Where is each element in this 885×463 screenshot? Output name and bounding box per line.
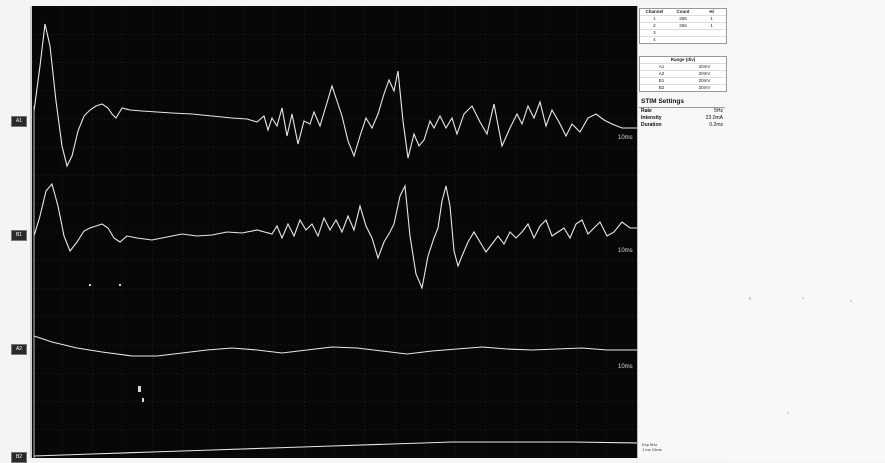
footer-line-2: 1 ms 10ms (642, 447, 662, 452)
table-row[interactable]: 3 (640, 30, 726, 37)
table-cell: 20mV (698, 85, 711, 90)
stim-key: Rate (641, 108, 652, 114)
range-table-header: Range (div) (640, 57, 726, 64)
table-row[interactable]: A1 20mV (640, 64, 726, 71)
trace-channel-1 (33, 23, 637, 168)
waveform-svg: 10ms 10ms 10ms (32, 6, 637, 458)
stim-key: Duration (641, 122, 662, 128)
trace-channel-2 (33, 182, 637, 290)
stim-row-duration[interactable]: Duration 0.2ms (639, 122, 725, 129)
grid (32, 6, 637, 458)
channel-table-header: Channel Count Hi (640, 9, 726, 16)
table-cell: A2 (658, 71, 665, 76)
scan-speck (850, 300, 852, 302)
channel-tag-a1[interactable]: A1 (11, 116, 27, 127)
table-cell (697, 37, 726, 43)
table-cell: 2 (653, 23, 656, 28)
scanned-paper-margin (727, 0, 885, 462)
table-cell (669, 37, 698, 43)
table-row[interactable]: B1 20mV (640, 78, 726, 85)
scan-speck (787, 412, 789, 414)
table-cell: B1 (658, 78, 665, 83)
stim-value: 0.2ms (709, 122, 723, 128)
stim-settings-title: STIM Settings (641, 98, 684, 105)
table-row[interactable]: B2 20mV (640, 85, 726, 91)
table-cell: 4 (653, 37, 656, 42)
stim-row-rate[interactable]: Rate 5Hz (639, 108, 725, 115)
table-cell: B2 (658, 85, 665, 90)
table-cell: 1 (653, 16, 656, 21)
hi-header: Hi (709, 9, 714, 14)
trace-channel-3 (33, 335, 637, 357)
scan-speck (749, 297, 751, 300)
footer-line-1: Exp 5Hz (642, 442, 658, 447)
channel-tag-a2[interactable]: A2 (11, 344, 27, 355)
stim-artifacts (89, 284, 144, 402)
table-row[interactable]: 2 256 1 (640, 23, 726, 30)
range-table: Range (div) A1 20mV A2 20mV B1 20mV B2 2… (639, 56, 727, 92)
panel-footer: Exp 5Hz 1 ms 10ms (642, 442, 662, 452)
table-row[interactable]: A2 20mV (640, 71, 726, 78)
channel-tag-b2[interactable]: B2 (11, 452, 27, 463)
sweep-label-1: 10ms (618, 135, 633, 141)
table-cell (697, 30, 726, 36)
channel-table: Channel Count Hi 1 256 1 2 256 1 3 4 (639, 8, 727, 44)
stim-row-intensity[interactable]: Intensity 23.0mA (639, 115, 725, 122)
table-cell: 1 (710, 16, 713, 21)
table-cell: 20mV (698, 71, 711, 76)
table-row[interactable]: 4 (640, 37, 726, 43)
trace-channel-4 (33, 441, 637, 457)
table-cell: 256 (679, 23, 687, 28)
scan-speck (802, 297, 804, 299)
table-cell: 256 (679, 16, 687, 21)
channel-gutter: A1 B1 A2 B2 (0, 0, 30, 463)
table-cell (669, 30, 698, 36)
stim-key: Intensity (641, 115, 662, 121)
channel-tag-b1[interactable]: B1 (11, 230, 27, 241)
stim-settings-table: Rate 5Hz Intensity 23.0mA Duration 0.2ms (639, 107, 725, 129)
sweep-label-2: 10ms (618, 248, 633, 254)
table-cell: 1 (710, 23, 713, 28)
table-cell: 20mV (698, 78, 711, 83)
table-cell: 20mV (698, 64, 711, 69)
table-cell: 3 (653, 30, 656, 35)
count-header: Count (676, 9, 690, 14)
waveform-display[interactable]: 10ms 10ms 10ms (30, 6, 637, 458)
range-header: Range (div) (670, 57, 696, 62)
table-row[interactable]: 1 256 1 (640, 16, 726, 23)
sweep-label-3: 10ms (618, 364, 633, 370)
channel-header: Channel (645, 9, 664, 14)
settings-panel: Channel Count Hi 1 256 1 2 256 1 3 4 Ran… (637, 6, 727, 458)
stim-value: 5Hz (714, 108, 723, 114)
stim-value: 23.0mA (705, 115, 723, 121)
table-cell: A1 (658, 64, 665, 69)
